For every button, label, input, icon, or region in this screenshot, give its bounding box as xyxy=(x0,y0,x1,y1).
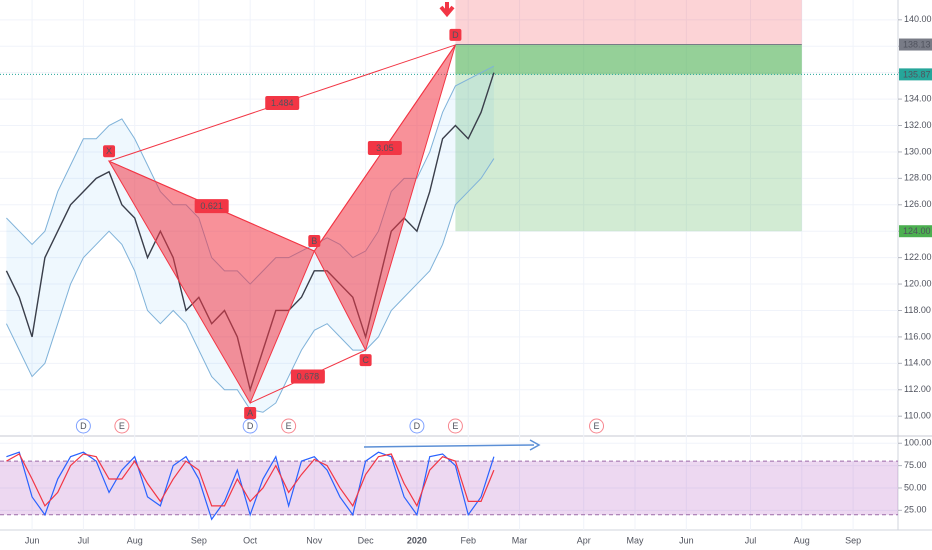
series-line xyxy=(6,453,495,508)
target-zone xyxy=(455,44,802,232)
ratio-box xyxy=(290,369,325,384)
y-tick-label: 130.00 xyxy=(904,146,932,156)
event-label: D xyxy=(247,421,254,431)
ratio-label: 0.678 xyxy=(297,371,320,381)
y-tick-label: 122.00 xyxy=(904,252,932,262)
event-marker xyxy=(242,418,258,434)
y-tick-label: 126.00 xyxy=(904,199,932,209)
y-tick-label: 50.00 xyxy=(904,482,927,492)
signal-arrow xyxy=(439,2,455,18)
point-label: D xyxy=(452,30,459,40)
event-marker xyxy=(75,418,91,434)
x-tick-label: Jul xyxy=(745,535,757,545)
y-tick-label: 100.00 xyxy=(904,438,932,448)
y-tick-label: 114.00 xyxy=(904,358,931,368)
x-tick-label: Oct xyxy=(243,535,258,545)
event-marker xyxy=(447,418,463,434)
stoch-band xyxy=(0,461,898,515)
x-tick-label: Nov xyxy=(306,535,323,545)
point-box xyxy=(449,28,462,41)
event-marker xyxy=(114,418,130,434)
price-label: 124.00 xyxy=(903,226,931,236)
x-tick-label: Sep xyxy=(191,535,207,545)
y-tick-label: 134.00 xyxy=(904,93,932,103)
ratio-box xyxy=(367,140,402,155)
x-tick-label: Aug xyxy=(794,535,810,545)
point-box xyxy=(103,145,116,158)
event-marker xyxy=(281,418,297,434)
point-label: C xyxy=(362,355,369,365)
x-tick-label: Mar xyxy=(512,535,528,545)
y-tick-label: 132.00 xyxy=(904,120,932,130)
y-tick-label: 118.00 xyxy=(904,305,931,315)
y-tick-label: 110.00 xyxy=(904,411,931,421)
event-label: E xyxy=(594,421,600,431)
event-marker xyxy=(589,418,605,434)
divergence-line xyxy=(363,444,535,448)
ratio-label: 1.484 xyxy=(271,98,294,108)
price-label: 135.87 xyxy=(903,69,931,79)
x-tick-label: Jun xyxy=(25,535,40,545)
ratio-box xyxy=(265,96,300,111)
y-tick-label: 25.00 xyxy=(904,505,927,515)
ratio-label: 0.621 xyxy=(200,201,223,211)
x-tick-label: May xyxy=(627,535,645,545)
x-tick-label: Dec xyxy=(358,535,375,545)
x-tick-label: Aug xyxy=(127,535,143,545)
point-label: X xyxy=(106,146,112,156)
x-tick-label: Sep xyxy=(845,535,861,545)
ratio-box xyxy=(194,199,229,214)
point-label: B xyxy=(311,236,317,246)
event-label: E xyxy=(119,421,125,431)
point-box xyxy=(359,354,372,367)
price-label-box xyxy=(899,225,932,238)
y-tick-label: 140.00 xyxy=(904,14,932,24)
y-tick-label: 116.00 xyxy=(904,331,931,341)
point-label: A xyxy=(247,408,253,418)
event-marker xyxy=(409,418,425,434)
y-tick-label: 75.00 xyxy=(904,460,927,470)
event-label: D xyxy=(414,421,421,431)
x-tick-label: Feb xyxy=(460,535,476,545)
stop-zone xyxy=(455,0,802,45)
x-tick-label: Jul xyxy=(78,535,90,545)
y-tick-label: 120.00 xyxy=(904,278,932,288)
price-label-box xyxy=(899,38,932,51)
price-label-box xyxy=(899,68,932,81)
event-label: E xyxy=(286,421,292,431)
realized-zone xyxy=(455,44,802,75)
point-box xyxy=(244,406,257,419)
ratio-label: 3.05 xyxy=(376,143,394,153)
y-tick-label: 112.00 xyxy=(904,384,931,394)
x-tick-label: Jun xyxy=(679,535,694,545)
event-label: E xyxy=(452,421,458,431)
x-tick-label: Apr xyxy=(577,535,591,545)
divergence-arrow xyxy=(529,439,541,451)
price-label: 138.13 xyxy=(903,39,931,49)
y-tick-label: 128.00 xyxy=(904,173,932,183)
x-tick-label: 2020 xyxy=(407,535,427,545)
point-box xyxy=(308,235,321,248)
event-label: D xyxy=(80,421,87,431)
